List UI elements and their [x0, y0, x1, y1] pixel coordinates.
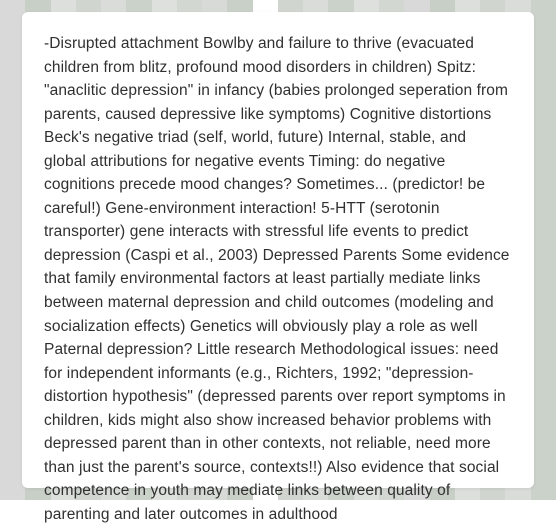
background-stripe [531, 0, 556, 500]
notes-text: -Disrupted attachment Bowlby and failure… [44, 32, 512, 526]
content-card: -Disrupted attachment Bowlby and failure… [22, 12, 534, 488]
